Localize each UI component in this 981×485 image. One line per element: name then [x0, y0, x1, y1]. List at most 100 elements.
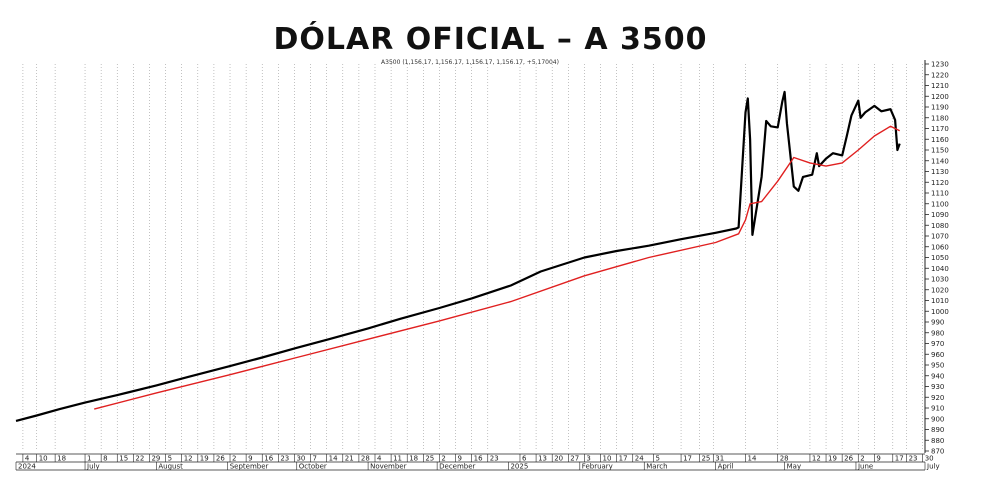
x-day-label-42: 28: [780, 455, 789, 463]
y-tick-label-10: 970: [931, 340, 944, 348]
y-tick-label-13: 1000: [931, 308, 949, 316]
y-tick-label-9: 960: [931, 351, 944, 359]
y-tick-label-3: 900: [931, 415, 944, 423]
y-tick-label-32: 1190: [931, 104, 949, 112]
y-tick-label-30: 1170: [931, 125, 949, 133]
chart-axes: [15, 60, 929, 471]
chart-subtitle: A3500 (1,156.17, 1,156.17, 1,156.17, 1,1…: [381, 59, 559, 66]
y-tick-label-19: 1060: [931, 243, 949, 251]
x-month-label-1: July: [86, 463, 100, 471]
y-tick-label-17: 1040: [931, 265, 949, 273]
x-month-label-5: November: [370, 463, 407, 471]
y-tick-label-18: 1050: [931, 254, 949, 262]
y-tick-label-2: 890: [931, 426, 944, 434]
x-day-label-11: 26: [216, 455, 225, 463]
x-day-label-3: 1: [87, 455, 91, 463]
x-day-label-46: 2: [860, 455, 864, 463]
x-day-label-32: 27: [570, 455, 579, 463]
y-tick-label-16: 1030: [931, 276, 949, 284]
x-day-label-9: 12: [184, 455, 193, 463]
y-tick-label-7: 940: [931, 372, 944, 380]
x-day-label-41: 14: [748, 455, 757, 463]
x-day-label-27: 16: [474, 455, 483, 463]
x-day-label-20: 28: [361, 455, 370, 463]
y-tick-label-31: 1180: [931, 114, 949, 122]
x-month-label-4: October: [299, 463, 327, 471]
x-day-label-50: 30: [925, 455, 934, 463]
x-day-label-16: 30: [296, 455, 305, 463]
x-day-label-14: 16: [264, 455, 273, 463]
chart-series-group: [15, 90, 901, 422]
chart-title: DÓLAR OFICIAL – A 3500: [273, 22, 708, 57]
y-tick-label-23: 1100: [931, 200, 949, 208]
x-month-label-11: May: [787, 463, 801, 471]
x-day-label-43: 12: [812, 455, 821, 463]
y-tick-label-8: 950: [931, 362, 944, 370]
x-day-label-31: 20: [554, 455, 563, 463]
x-day-label-8: 5: [168, 455, 172, 463]
x-month-label-6: December: [439, 463, 475, 471]
x-day-label-13: 9: [248, 455, 252, 463]
x-month-label-9: March: [646, 463, 667, 471]
x-month-label-3: September: [230, 463, 269, 471]
x-day-label-0: 4: [25, 455, 30, 463]
x-day-label-36: 24: [635, 455, 644, 463]
x-axis-labels: 4 10 18 1 8 15 22 29 5 12 19 26 2 9 16 23 30 7 14 21 28 4 11 18…: [18, 455, 940, 471]
x-day-label-1: 10: [39, 455, 48, 463]
x-day-label-7: 29: [151, 455, 160, 463]
x-day-label-47: 9: [876, 455, 880, 463]
y-tick-label-33: 1200: [931, 93, 949, 101]
x-day-label-24: 25: [425, 455, 434, 463]
y-tick-label-0: 870: [931, 448, 944, 456]
y-tick-label-1: 880: [931, 437, 944, 445]
x-day-label-34: 10: [603, 455, 612, 463]
y-tick-label-28: 1150: [931, 147, 949, 155]
y-tick-label-36: 1230: [931, 61, 949, 69]
y-tick-label-5: 920: [931, 394, 944, 402]
series-line-0: [15, 90, 901, 422]
x-day-label-22: 11: [393, 455, 402, 463]
y-tick-label-20: 1070: [931, 233, 949, 241]
x-day-label-12: 2: [232, 455, 236, 463]
y-tick-label-24: 1110: [931, 190, 949, 198]
y-tick-label-35: 1220: [931, 71, 949, 79]
x-day-label-45: 26: [844, 455, 853, 463]
x-month-label-7: 2025: [510, 463, 528, 471]
x-day-label-21: 4: [377, 455, 382, 463]
x-day-label-35: 17: [619, 455, 628, 463]
x-day-label-37: 5: [655, 455, 659, 463]
x-day-label-48: 17: [895, 455, 904, 463]
y-tick-label-26: 1130: [931, 168, 949, 176]
y-tick-label-11: 980: [931, 329, 944, 337]
x-day-label-44: 19: [828, 455, 837, 463]
y-tick-label-14: 1010: [931, 297, 949, 305]
x-day-label-29: 6: [522, 455, 527, 463]
x-day-label-5: 15: [119, 455, 128, 463]
x-day-label-4: 8: [103, 455, 107, 463]
x-day-label-33: 3: [586, 455, 590, 463]
x-day-label-2: 18: [57, 455, 66, 463]
y-tick-label-12: 990: [931, 319, 944, 327]
x-day-label-49: 23: [909, 455, 918, 463]
y-tick-label-21: 1080: [931, 222, 949, 230]
y-tick-label-27: 1140: [931, 157, 949, 165]
x-day-label-28: 23: [490, 455, 499, 463]
x-month-label-10: April: [718, 463, 734, 471]
x-day-label-30: 13: [538, 455, 547, 463]
x-day-label-18: 14: [329, 455, 338, 463]
x-month-label-12: June: [857, 463, 873, 471]
y-tick-label-4: 910: [931, 405, 944, 413]
x-day-label-40: 31: [715, 455, 724, 463]
y-tick-label-34: 1210: [931, 82, 949, 90]
x-day-label-6: 22: [135, 455, 144, 463]
y-tick-label-29: 1160: [931, 136, 949, 144]
x-day-label-15: 23: [280, 455, 289, 463]
x-day-label-26: 9: [458, 455, 462, 463]
x-day-label-17: 7: [313, 455, 317, 463]
y-tick-label-15: 1020: [931, 286, 949, 294]
y-tick-label-6: 930: [931, 383, 944, 391]
x-day-label-19: 21: [345, 455, 354, 463]
x-month-label-0: 2024: [18, 463, 36, 471]
x-day-label-39: 25: [701, 455, 710, 463]
